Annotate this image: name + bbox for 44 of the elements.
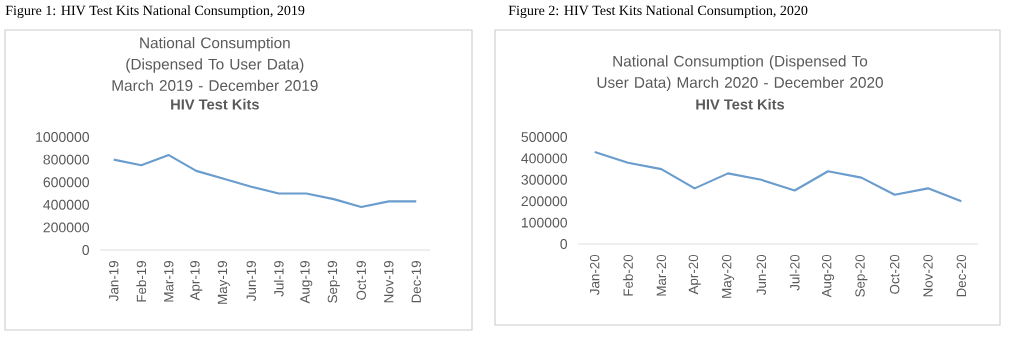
x-tick-label: Oct-20 bbox=[889, 254, 900, 294]
x-tick-label: Sep-20 bbox=[855, 254, 868, 297]
line-series bbox=[593, 150, 963, 203]
x-tick-label: May-19 bbox=[217, 261, 230, 304]
x-tick-label: Feb-19 bbox=[136, 261, 147, 302]
caption: Figure 2: HIV Test Kits National Consumption, 2020 bbox=[508, 5, 808, 18]
y-tick-label: 600000 bbox=[43, 177, 90, 188]
x-tick-label: Dec-19 bbox=[411, 261, 421, 303]
x-tick-label: Mar-20 bbox=[656, 254, 667, 296]
y-tick-label: 200000 bbox=[521, 196, 568, 207]
x-tick-label: Jul-19 bbox=[273, 261, 284, 297]
x-tick-label: Jan-20 bbox=[589, 254, 600, 295]
x-tick-label: Jul-20 bbox=[789, 254, 800, 291]
y-tick-label: 200000 bbox=[43, 222, 90, 233]
y-tick-label: 400000 bbox=[43, 199, 90, 210]
x-tick-label: Nov-20 bbox=[923, 254, 933, 297]
y-tick-label: 300000 bbox=[521, 174, 568, 185]
caption: Figure 1: HIV Test Kits National Consumption, 2019 bbox=[5, 5, 305, 18]
y-tick-label: 1000000 bbox=[36, 132, 90, 142]
line-series bbox=[112, 154, 418, 209]
chart-title: National Consumption (Dispensed To User Data) March 2020 - December 2020 bbox=[597, 55, 883, 91]
y-tick-label: 0 bbox=[560, 239, 568, 249]
chart-subtitle: HIV Test Kits bbox=[696, 98, 785, 110]
x-tick-label: Apr-20 bbox=[688, 254, 701, 295]
y-tick-label: 500000 bbox=[521, 132, 568, 142]
chart-title: National Consumption (Dispensed To User Data) March 2019 - December 2019 bbox=[112, 37, 318, 91]
x-tick-label: Feb-20 bbox=[623, 254, 633, 296]
x-tick-label: Aug-19 bbox=[300, 261, 313, 304]
y-tick-label: 0 bbox=[82, 245, 90, 255]
x-tick-label: Aug-20 bbox=[821, 254, 835, 298]
x-tick-label: Mar-19 bbox=[164, 261, 174, 302]
x-tick-label: Jan-19 bbox=[109, 261, 119, 301]
chart-subtitle: HIV Test Kits bbox=[171, 98, 259, 110]
x-tick-label: Jun-19 bbox=[246, 261, 256, 301]
x-tick-label: Apr-19 bbox=[190, 261, 203, 301]
y-tick-label: 100000 bbox=[521, 217, 568, 228]
y-tick-label: 800000 bbox=[43, 154, 90, 165]
y-tick-label: 400000 bbox=[521, 153, 568, 164]
x-tick-label: Jun-20 bbox=[756, 254, 767, 295]
x-tick-label: Oct-19 bbox=[356, 261, 366, 300]
x-tick-label: Sep-19 bbox=[327, 261, 340, 303]
x-tick-label: May-20 bbox=[721, 254, 735, 298]
x-tick-label: Dec-20 bbox=[956, 254, 967, 297]
x-tick-label: Nov-19 bbox=[384, 261, 394, 303]
